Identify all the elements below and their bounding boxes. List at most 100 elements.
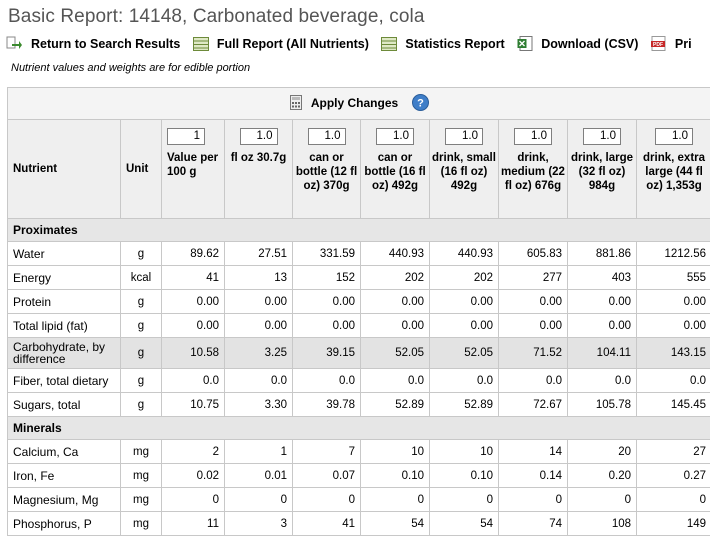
nutrient-name: Carbohydrate, by difference xyxy=(7,337,121,369)
svg-text:?: ? xyxy=(417,98,424,110)
statistics-report-label: Statistics Report xyxy=(405,37,505,51)
nutrient-value: 0.00 xyxy=(292,289,361,314)
nutrient-value: 0.00 xyxy=(429,313,499,338)
nutrient-value: 0.0 xyxy=(635,368,710,393)
table-row: Calcium, Ca mg 2 1 7 10 10 14 20 27 xyxy=(7,439,710,464)
nutrient-value: 3 xyxy=(224,511,293,536)
section-row: Minerals xyxy=(6,416,710,440)
quantity-input[interactable]: 1.0 xyxy=(514,128,552,145)
nutrient-value: 0.00 xyxy=(360,313,430,338)
report-toolbar: Return to Search Results Full Report (Al… xyxy=(6,36,710,56)
nutrient-value: 0 xyxy=(224,487,293,512)
nutrient-value: 0.0 xyxy=(161,368,225,393)
statistics-report-link[interactable]: Statistics Report xyxy=(381,37,505,51)
nutrient-value: 52.05 xyxy=(360,337,430,369)
table-row: Energy kcal 41 13 152 202 202 277 403 555 xyxy=(7,265,710,290)
nutrient-name: Fiber, total dietary xyxy=(7,368,121,393)
pdf-icon: PDF xyxy=(650,36,666,51)
nutrient-unit: g xyxy=(120,337,162,369)
nutrient-unit: g xyxy=(120,241,162,266)
nutrient-value: 0.00 xyxy=(567,313,637,338)
download-csv-label: Download (CSV) xyxy=(541,36,639,51)
spreadsheet-icon xyxy=(192,37,209,51)
return-to-search-link[interactable]: Return to Search Results xyxy=(6,36,180,51)
nutrient-unit: g xyxy=(120,368,162,393)
quantity-input[interactable]: 1.0 xyxy=(583,128,621,145)
nutrient-value: 0.27 xyxy=(635,463,710,488)
quantity-input[interactable]: 1.0 xyxy=(445,128,483,145)
nutrient-value: 0.0 xyxy=(292,368,361,393)
nutrient-value: 0 xyxy=(429,487,499,512)
measure-column-header: 1.0 drink, large (32 fl oz) 984g xyxy=(567,119,637,219)
help-icon[interactable]: ? xyxy=(412,94,430,111)
nutrient-value: 0.0 xyxy=(360,368,430,393)
measure-label: drink, extra large (44 fl oz) 1,353g xyxy=(643,152,706,192)
measure-column-header: 1.0 fl oz 30.7g xyxy=(224,119,293,219)
table-row: Fiber, total dietary g 0.0 0.0 0.0 0.0 0.0 0.0 0… xyxy=(7,368,710,393)
quantity-input[interactable]: 1.0 xyxy=(239,128,278,145)
nutrient-value: 0.00 xyxy=(635,289,710,314)
measure-column-header: 1.0 drink, medium (22 fl oz) 676g xyxy=(498,119,568,219)
nutrient-name: Energy xyxy=(7,265,121,290)
nutrient-value: 555 xyxy=(635,265,710,290)
nutrient-value: 54 xyxy=(360,511,430,536)
measure-label: can or bottle (12 fl oz) 370g xyxy=(295,152,358,192)
nutrient-value: 0.0 xyxy=(498,368,568,393)
nutrient-value: 54 xyxy=(429,511,499,536)
nutrient-value: 0.0 xyxy=(567,368,637,393)
print-label: Pri xyxy=(674,36,692,51)
section-row: Proximates xyxy=(6,218,710,242)
download-csv-link[interactable]: Download (CSV) xyxy=(517,36,638,51)
nutrient-value: 145.45 xyxy=(635,392,710,417)
svg-text:PDF: PDF xyxy=(653,42,663,48)
nutrient-value: 52.05 xyxy=(429,337,499,369)
nutrient-value: 0.01 xyxy=(224,463,293,488)
nutrient-value: 39.78 xyxy=(292,392,361,417)
nutrient-value: 0.00 xyxy=(224,289,293,314)
nutrient-value: 52.89 xyxy=(360,392,430,417)
nutrient-value: 0 xyxy=(161,487,225,512)
nutrient-value: 0 xyxy=(292,487,361,512)
nutrient-name: Iron, Fe xyxy=(7,463,121,488)
nutrient-unit: kcal xyxy=(120,265,162,290)
calculator-icon xyxy=(289,95,302,110)
apply-changes-row: Apply Changes ? xyxy=(6,87,710,120)
nutrient-value: 13 xyxy=(224,265,293,290)
nutrient-unit: g xyxy=(120,289,162,314)
quantity-input[interactable]: 1 xyxy=(167,128,205,145)
nutrient-value: 331.59 xyxy=(292,241,361,266)
nutrient-value: 52.89 xyxy=(429,392,499,417)
apply-changes-button[interactable]: Apply Changes ? xyxy=(289,94,430,111)
nutrient-unit: mg xyxy=(120,511,162,536)
nutrient-unit: g xyxy=(120,313,162,338)
nutrient-value: 0.10 xyxy=(360,463,430,488)
return-arrow-icon xyxy=(6,36,22,49)
nutrient-value: 104.11 xyxy=(567,337,637,369)
nutrient-value: 440.93 xyxy=(429,241,499,266)
nutrient-table-container: Apply Changes ? Nutrient Unit 1 Value per… xyxy=(6,87,710,536)
nutrient-value: 89.62 xyxy=(161,241,225,266)
nutrient-value: 10 xyxy=(360,439,430,464)
print-link[interactable]: PDF Pri xyxy=(650,36,692,51)
nutrient-table: Apply Changes ? Nutrient Unit 1 Value per… xyxy=(6,87,710,536)
nutrient-value: 0.00 xyxy=(498,313,568,338)
table-row: Magnesium, Mg mg 0 0 0 0 0 0 0 0 xyxy=(7,487,710,512)
quantity-input[interactable]: 1.0 xyxy=(376,128,414,145)
full-report-link[interactable]: Full Report (All Nutrients) xyxy=(192,37,369,51)
nutrient-value: 39.15 xyxy=(292,337,361,369)
nutrient-value: 41 xyxy=(292,511,361,536)
nutrient-value: 0.00 xyxy=(567,289,637,314)
nutrient-value: 20 xyxy=(567,439,637,464)
table-row: Protein g 0.00 0.00 0.00 0.00 0.00 0.00 0.00 0.00 xyxy=(7,289,710,314)
nutrient-value: 74 xyxy=(498,511,568,536)
table-row: Carbohydrate, by difference g 10.58 3.25 39.… xyxy=(7,337,710,369)
quantity-input[interactable]: 1.0 xyxy=(655,128,694,145)
nutrient-value: 0.00 xyxy=(292,313,361,338)
quantity-input[interactable]: 1.0 xyxy=(307,128,346,145)
measure-label: Value per 100 g xyxy=(167,152,219,178)
nutrient-value: 0.20 xyxy=(567,463,637,488)
nutrient-value: 0.07 xyxy=(292,463,361,488)
nutrient-name: Total lipid (fat) xyxy=(7,313,121,338)
nutrient-value: 105.78 xyxy=(567,392,637,417)
